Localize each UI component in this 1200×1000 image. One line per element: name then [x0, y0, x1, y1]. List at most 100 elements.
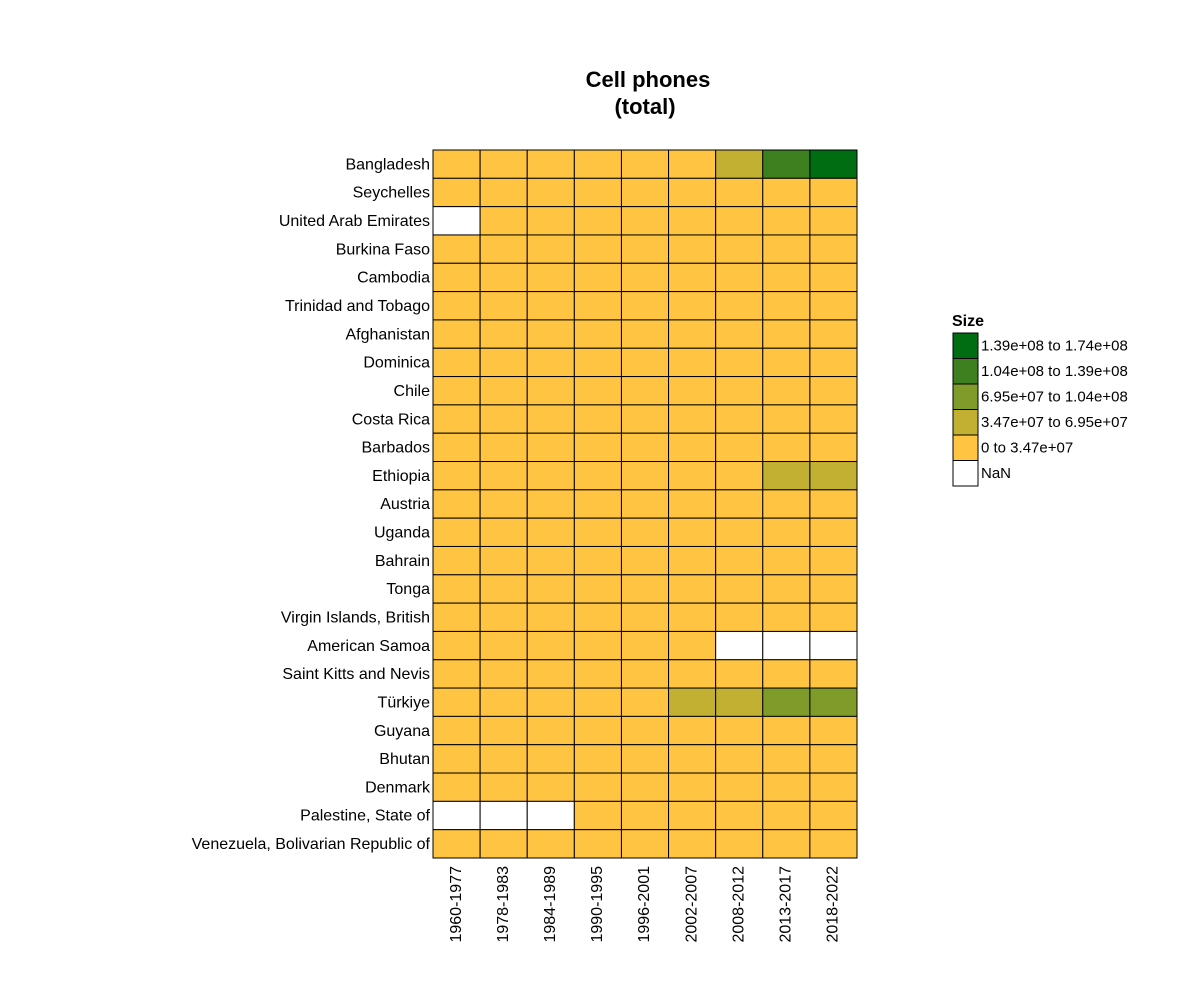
- heatmap-cell: [432, 574, 481, 604]
- legend-swatch: [952, 332, 979, 359]
- heatmap-cell: [573, 432, 622, 463]
- heatmap-cell: [620, 630, 670, 661]
- heatmap-cell: [573, 234, 622, 264]
- heatmap-cell: [668, 545, 717, 576]
- y-tick-label: Ethiopia: [372, 468, 430, 485]
- heatmap-cell: [573, 829, 622, 859]
- heatmap-cell: [762, 545, 811, 576]
- heatmap-cell: [526, 574, 575, 604]
- heatmap-cell: [668, 262, 717, 293]
- heatmap-cell: [432, 347, 481, 378]
- heatmap-cell: [762, 602, 811, 632]
- heatmap-cell: [762, 376, 811, 406]
- heatmap-cell: [432, 177, 481, 208]
- legend-label: 0 to 3.47e+07: [981, 440, 1073, 457]
- heatmap-cell: [809, 404, 858, 434]
- heatmap-cell: [762, 829, 811, 859]
- heatmap-cell: [809, 545, 858, 576]
- heatmap-cell: [762, 177, 811, 208]
- heatmap-cell: [762, 744, 811, 774]
- heatmap-cell: [479, 489, 528, 519]
- heatmap-cell: [809, 744, 858, 774]
- heatmap-cell: [809, 772, 858, 802]
- y-tick-label: Venezuela, Bolivarian Republic of: [192, 836, 431, 853]
- heatmap-cell: [432, 319, 481, 349]
- nan-cell: [809, 630, 858, 661]
- heatmap-cell: [620, 376, 670, 406]
- heatmap-cell: [479, 545, 528, 576]
- heatmap-cell: [715, 461, 764, 491]
- y-tick-label: Trinidad and Tobago: [285, 298, 430, 315]
- heatmap-cell: [809, 234, 858, 264]
- nan-cell: [715, 630, 764, 661]
- heatmap-cell: [668, 829, 717, 859]
- heatmap-cell: [715, 262, 764, 293]
- heatmap-cell: [620, 574, 670, 604]
- heatmap-cell: [432, 715, 481, 746]
- heatmap-cell: [620, 489, 670, 519]
- heatmap-cell: [432, 376, 481, 406]
- heatmap-cell: [432, 234, 481, 264]
- heatmap-cell: [668, 489, 717, 519]
- heatmap-cell: [526, 517, 575, 547]
- heatmap-cell: [668, 800, 717, 831]
- heatmap-cell: [809, 432, 858, 463]
- heatmap-cell: [620, 545, 670, 576]
- heatmap-cell: [715, 800, 764, 831]
- legend-title: Size: [952, 313, 984, 330]
- heatmap-cell: [432, 262, 481, 293]
- heatmap-cell: [762, 574, 811, 604]
- heatmap-cell: [526, 376, 575, 406]
- heatmap-cell: [573, 574, 622, 604]
- heatmap-cell: [668, 347, 717, 378]
- heatmap-cell: [432, 630, 481, 661]
- heatmap-cell: [479, 630, 528, 661]
- heatmap-cell: [526, 829, 575, 859]
- heatmap-cell: [573, 262, 622, 293]
- heatmap-cell: [573, 800, 622, 831]
- heatmap-cell: [573, 149, 622, 179]
- y-tick-label: United Arab Emirates: [279, 213, 430, 230]
- heatmap-cell: [762, 687, 811, 717]
- nan-cell: [762, 630, 811, 661]
- heatmap-cell: [715, 772, 764, 802]
- heatmap-cell: [668, 234, 717, 264]
- heatmap-cell: [715, 602, 764, 632]
- heatmap-cell: [668, 772, 717, 802]
- heatmap-cell: [620, 517, 670, 547]
- heatmap-cell: [479, 206, 528, 236]
- heatmap-cell: [526, 404, 575, 434]
- legend-swatch: [952, 460, 979, 487]
- heatmap-cell: [809, 149, 858, 179]
- heatmap-cell: [479, 376, 528, 406]
- y-tick-label: Austria: [380, 496, 430, 513]
- heatmap-cell: [620, 715, 670, 746]
- heatmap-cell: [479, 347, 528, 378]
- heatmap-cell: [432, 772, 481, 802]
- heatmap-cell: [479, 291, 528, 321]
- heatmap-cell: [809, 347, 858, 378]
- y-tick-label: Saint Kitts and Nevis: [282, 666, 430, 683]
- heatmap-cell: [432, 291, 481, 321]
- heatmap-cell: [762, 404, 811, 434]
- heatmap-cell: [715, 206, 764, 236]
- nan-cell: [526, 800, 575, 831]
- heatmap-cell: [668, 177, 717, 208]
- x-tick-label: 1978-1983: [495, 866, 512, 943]
- legend-swatch: [952, 434, 979, 461]
- heatmap-cell: [573, 545, 622, 576]
- heatmap-cell: [432, 517, 481, 547]
- heatmap-cell: [432, 149, 481, 179]
- heatmap-cell: [620, 432, 670, 463]
- heatmap-cell: [573, 461, 622, 491]
- heatmap-cell: [809, 489, 858, 519]
- x-tick-label: 2018-2022: [825, 866, 842, 943]
- y-tick-label: Bahrain: [375, 553, 430, 570]
- y-tick-label: Cambodia: [357, 270, 430, 287]
- x-tick-label: 1996-2001: [636, 866, 653, 943]
- heatmap-cell: [668, 149, 717, 179]
- heatmap-cell: [620, 177, 670, 208]
- heatmap-cell: [620, 347, 670, 378]
- nan-cell: [479, 800, 528, 831]
